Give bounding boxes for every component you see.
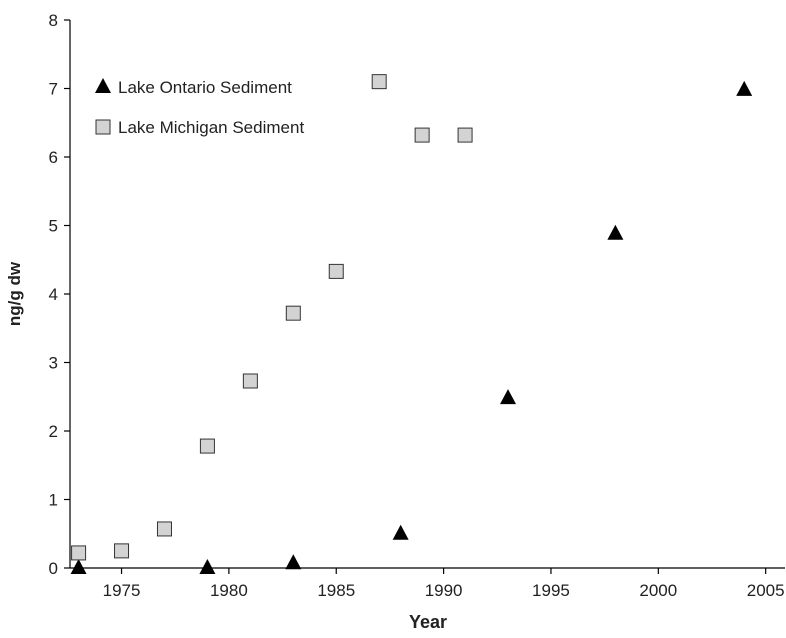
point xyxy=(328,263,344,279)
point xyxy=(199,559,216,574)
legend-label: Lake Ontario Sediment xyxy=(118,78,292,97)
point xyxy=(414,127,430,143)
y-tick-label: 4 xyxy=(49,285,58,304)
x-tick-label: 1990 xyxy=(425,581,463,600)
legend-marker xyxy=(95,119,111,135)
point xyxy=(114,543,130,559)
y-tick-label: 3 xyxy=(49,354,58,373)
point xyxy=(457,127,473,143)
y-axis-label: ng/g dw xyxy=(5,261,24,326)
point xyxy=(71,545,87,561)
legend-marker xyxy=(95,78,111,93)
y-tick-label: 6 xyxy=(49,148,58,167)
x-tick-label: 2005 xyxy=(747,581,785,600)
point xyxy=(736,80,753,96)
y-tick-label: 8 xyxy=(49,11,58,30)
point xyxy=(500,389,517,405)
y-tick-label: 5 xyxy=(49,217,58,236)
y-tick-label: 1 xyxy=(49,491,58,510)
point xyxy=(156,521,172,537)
x-tick-label: 1985 xyxy=(317,581,355,600)
point xyxy=(607,224,624,240)
x-tick-label: 2000 xyxy=(639,581,677,600)
legend-label: Lake Michigan Sediment xyxy=(118,118,304,137)
x-tick-label: 1975 xyxy=(103,581,141,600)
point xyxy=(392,524,409,540)
point xyxy=(70,559,87,574)
point xyxy=(285,554,302,570)
x-axis-label: Year xyxy=(409,612,447,632)
x-tick-label: 1995 xyxy=(532,581,570,600)
point xyxy=(242,373,258,389)
point xyxy=(371,74,387,90)
point xyxy=(285,305,301,321)
x-tick-label: 1980 xyxy=(210,581,248,600)
y-tick-label: 7 xyxy=(49,80,58,99)
y-tick-label: 2 xyxy=(49,422,58,441)
point xyxy=(199,438,215,454)
y-tick-label: 0 xyxy=(49,559,58,578)
